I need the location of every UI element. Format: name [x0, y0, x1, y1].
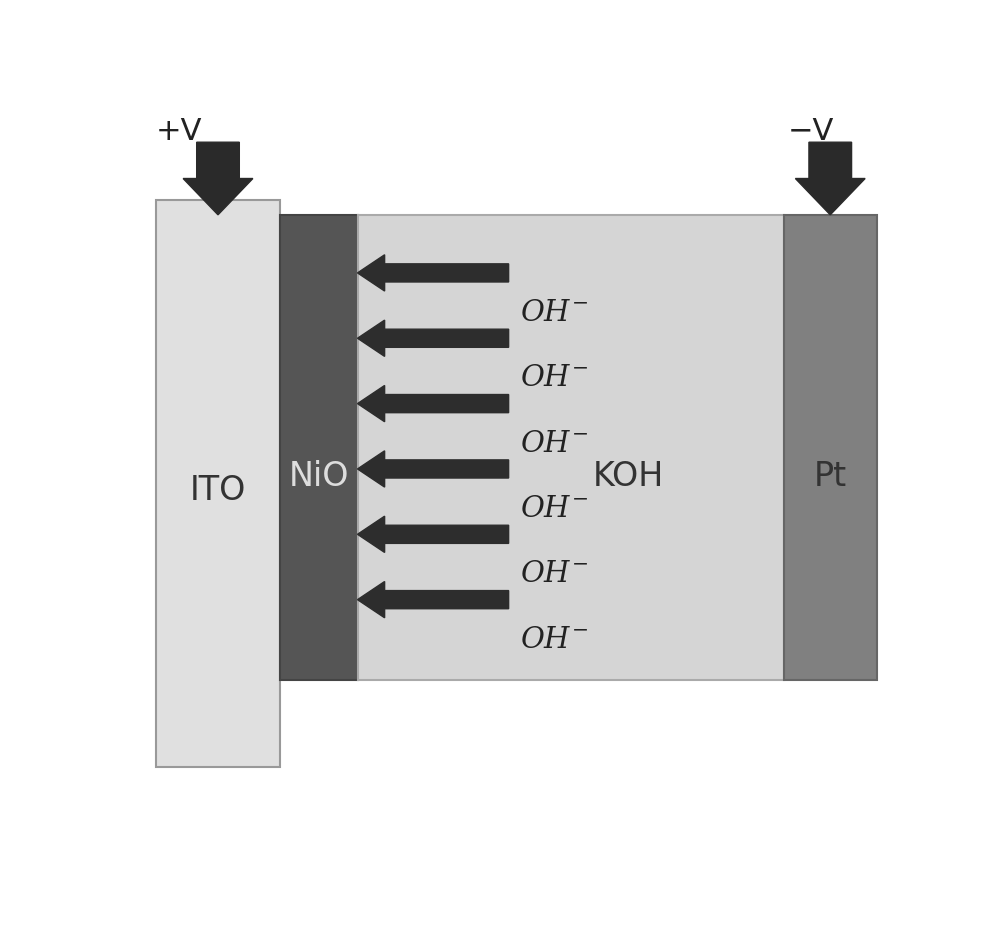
FancyArrow shape	[358, 582, 509, 618]
FancyArrow shape	[183, 142, 253, 215]
Bar	[784, 215, 877, 680]
FancyArrow shape	[358, 320, 509, 356]
Text: $\mathit{OH}^{-}$: $\mathit{OH}^{-}$	[520, 625, 589, 653]
Bar	[280, 215, 358, 680]
Text: $\mathit{OH}^{-}$: $\mathit{OH}^{-}$	[520, 560, 589, 588]
Text: KOH: KOH	[593, 460, 664, 492]
Text: $\mathit{OH}^{-}$: $\mathit{OH}^{-}$	[520, 430, 589, 457]
FancyArrow shape	[358, 386, 509, 422]
Text: NiO: NiO	[288, 460, 349, 492]
Text: Pt: Pt	[814, 460, 847, 492]
Text: $\mathit{OH}^{-}$: $\mathit{OH}^{-}$	[520, 364, 589, 392]
Text: −V: −V	[788, 117, 834, 146]
FancyArrow shape	[358, 255, 509, 291]
FancyArrow shape	[358, 516, 509, 553]
FancyArrow shape	[358, 451, 509, 488]
Text: +V: +V	[156, 117, 202, 146]
Bar	[156, 200, 280, 767]
Text: $\mathit{OH}^{-}$: $\mathit{OH}^{-}$	[520, 299, 589, 327]
FancyArrow shape	[795, 142, 865, 215]
Text: $\mathit{OH}^{-}$: $\mathit{OH}^{-}$	[520, 495, 589, 522]
Bar	[358, 215, 784, 680]
Text: ITO: ITO	[190, 474, 246, 507]
